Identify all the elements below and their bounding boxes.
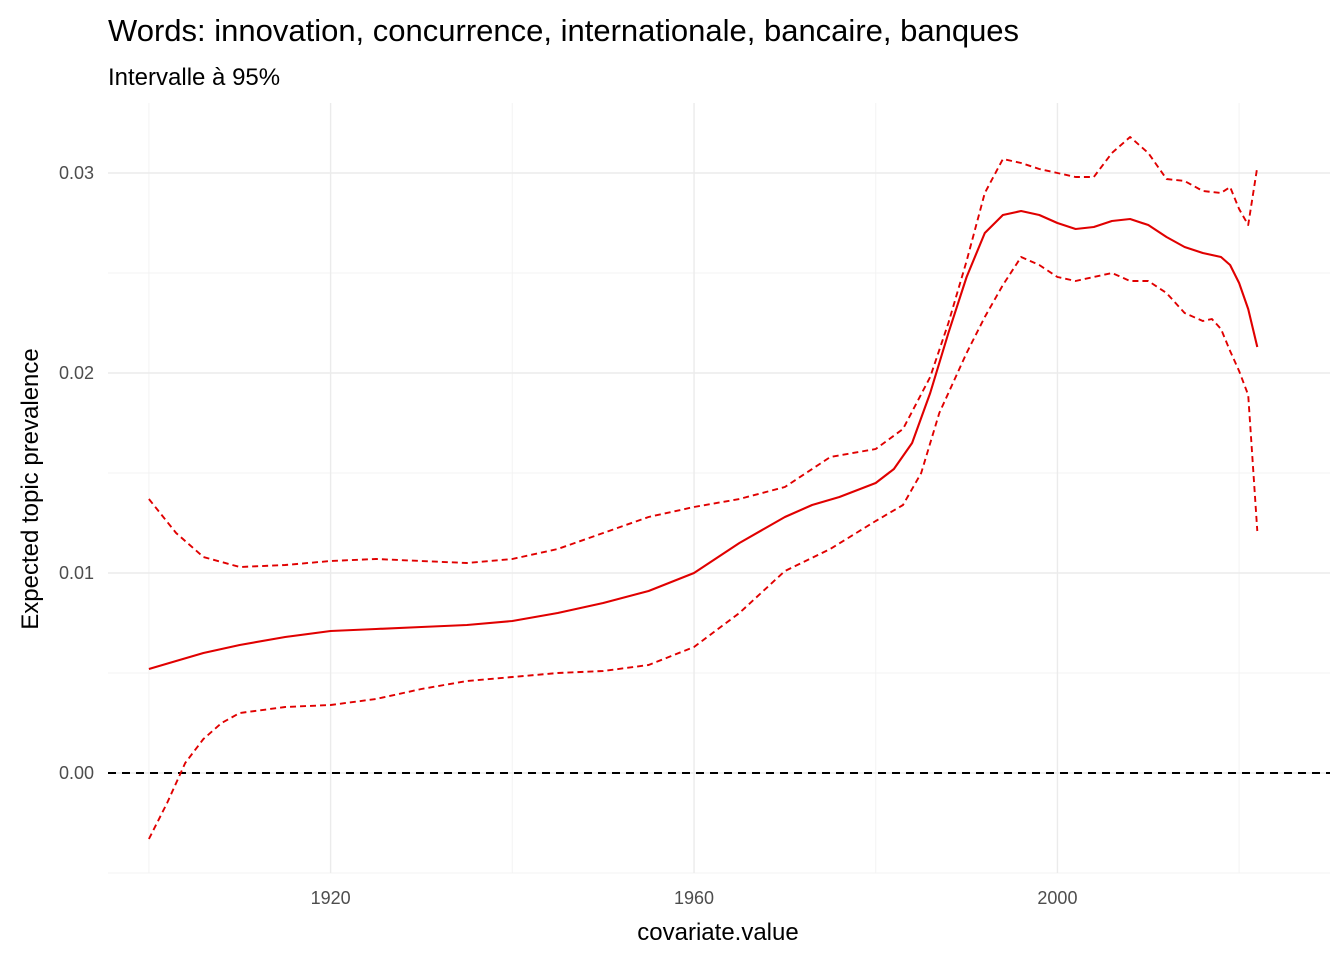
y-tick-label: 0.01 (59, 563, 94, 583)
gridlines (108, 103, 1330, 874)
x-tick-label: 2000 (1037, 888, 1077, 908)
series-lines (148, 136, 1259, 840)
x-tick-label: 1920 (311, 888, 351, 908)
y-axis-title: Expected topic prevalence (17, 348, 44, 630)
x-axis-title: covariate.value (637, 919, 798, 946)
mean-line (148, 209, 1259, 671)
x-tick-label: 1960 (674, 888, 714, 908)
chart-subtitle: Intervalle à 95% (108, 64, 280, 91)
y-tick-label: 0.02 (59, 363, 94, 383)
ci-bound-line-2 (148, 256, 1259, 840)
y-axis-ticks: 0.00 0.01 0.02 0.03 (59, 163, 94, 783)
y-tick-label: 0.03 (59, 163, 94, 183)
chart-title: Words: innovation, concurrence, internat… (108, 13, 1019, 48)
x-axis-ticks: 1920 1960 2000 (311, 888, 1078, 908)
y-tick-label: 0.00 (59, 763, 94, 783)
ci-bound-line-1 (148, 136, 1259, 568)
